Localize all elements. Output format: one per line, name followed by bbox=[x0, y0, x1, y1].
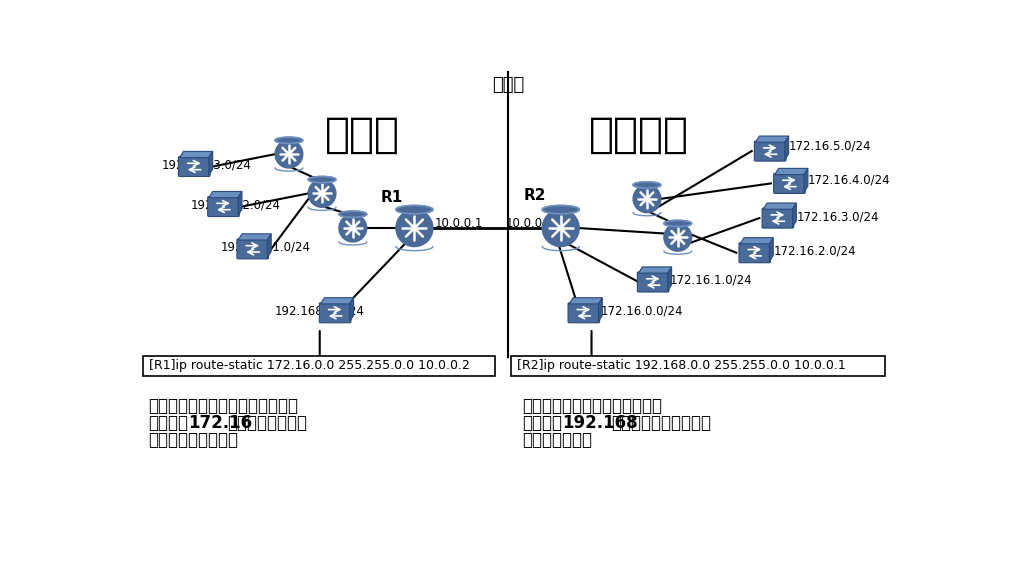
Polygon shape bbox=[804, 168, 808, 192]
Circle shape bbox=[633, 185, 661, 213]
Text: 172.16: 172.16 bbox=[188, 414, 252, 432]
FancyBboxPatch shape bbox=[511, 356, 885, 376]
Ellipse shape bbox=[308, 177, 336, 183]
Text: 北京市: 北京市 bbox=[325, 114, 400, 156]
Text: R2: R2 bbox=[523, 188, 546, 203]
Text: 到北京市的网络汇总成一条路由: 到北京市的网络汇总成一条路由 bbox=[522, 397, 662, 415]
Text: 192.168.2.0/24: 192.168.2.0/24 bbox=[191, 199, 281, 212]
Text: [R1]ip route-static 172.16.0.0 255.255.0.0 10.0.0.2: [R1]ip route-static 172.16.0.0 255.255.0… bbox=[149, 359, 470, 372]
Text: 到石家庄市的网络汇总成一条路由: 到石家庄市的网络汇总成一条路由 bbox=[148, 397, 298, 415]
Text: 192.168.0.0/24: 192.168.0.0/24 bbox=[276, 305, 365, 318]
Text: R1: R1 bbox=[380, 190, 402, 205]
Text: 172.16.4.0/24: 172.16.4.0/24 bbox=[808, 174, 890, 187]
Text: 192.168.3.0/24: 192.168.3.0/24 bbox=[161, 158, 252, 171]
Polygon shape bbox=[740, 238, 773, 244]
Polygon shape bbox=[763, 203, 797, 209]
Text: 172.16.1.0/24: 172.16.1.0/24 bbox=[670, 274, 752, 287]
Polygon shape bbox=[209, 191, 242, 198]
Text: 192.168: 192.168 bbox=[562, 414, 638, 432]
Circle shape bbox=[276, 140, 303, 168]
Text: 开头网络进行了合并，: 开头网络进行了合并， bbox=[611, 414, 710, 432]
Ellipse shape bbox=[542, 205, 579, 214]
Text: 10.0.0.1: 10.0.0.1 bbox=[435, 217, 483, 230]
Polygon shape bbox=[180, 152, 213, 157]
Polygon shape bbox=[775, 168, 808, 174]
Ellipse shape bbox=[339, 211, 367, 217]
Polygon shape bbox=[769, 238, 773, 261]
FancyBboxPatch shape bbox=[179, 156, 210, 177]
Circle shape bbox=[339, 214, 367, 242]
Ellipse shape bbox=[276, 137, 303, 143]
FancyBboxPatch shape bbox=[755, 141, 786, 161]
Text: 192.168.1.0/24: 192.168.1.0/24 bbox=[220, 241, 310, 254]
Text: 172.16.3.0/24: 172.16.3.0/24 bbox=[797, 210, 879, 223]
FancyBboxPatch shape bbox=[236, 239, 268, 259]
FancyBboxPatch shape bbox=[208, 196, 240, 217]
Text: 172.16.5.0/24: 172.16.5.0/24 bbox=[788, 140, 871, 153]
Circle shape bbox=[542, 209, 579, 247]
Circle shape bbox=[308, 179, 336, 207]
Polygon shape bbox=[598, 298, 602, 321]
Polygon shape bbox=[321, 298, 354, 304]
Polygon shape bbox=[793, 203, 797, 227]
Text: 并，汇总成一条路由: 并，汇总成一条路由 bbox=[148, 431, 238, 449]
FancyBboxPatch shape bbox=[739, 243, 771, 263]
Polygon shape bbox=[350, 298, 354, 321]
FancyBboxPatch shape bbox=[568, 303, 599, 323]
Polygon shape bbox=[238, 191, 242, 216]
Text: 汇总成一条路由: 汇总成一条路由 bbox=[522, 431, 592, 449]
Text: 172.16.0.0/24: 172.16.0.0/24 bbox=[600, 305, 684, 318]
Ellipse shape bbox=[396, 205, 433, 214]
Polygon shape bbox=[570, 298, 602, 304]
FancyBboxPatch shape bbox=[774, 173, 805, 194]
Text: 将全部以: 将全部以 bbox=[148, 414, 188, 432]
Polygon shape bbox=[638, 267, 671, 273]
FancyBboxPatch shape bbox=[320, 303, 351, 323]
Polygon shape bbox=[784, 136, 788, 160]
FancyBboxPatch shape bbox=[143, 356, 495, 376]
Text: [R2]ip route-static 192.168.0.0 255.255.0.0 10.0.0.1: [R2]ip route-static 192.168.0.0 255.255.… bbox=[517, 359, 846, 372]
Ellipse shape bbox=[664, 220, 692, 226]
Polygon shape bbox=[756, 136, 788, 142]
FancyBboxPatch shape bbox=[637, 272, 669, 292]
Polygon shape bbox=[209, 152, 213, 175]
FancyBboxPatch shape bbox=[762, 208, 794, 228]
Ellipse shape bbox=[633, 182, 661, 188]
Text: 开头网络进行了合: 开头网络进行了合 bbox=[227, 414, 307, 432]
Text: 石家庄市: 石家庄市 bbox=[589, 114, 689, 156]
Circle shape bbox=[396, 209, 433, 247]
Polygon shape bbox=[238, 234, 271, 240]
Text: 10.0.0.2: 10.0.0.2 bbox=[506, 217, 554, 230]
Text: 172.16.2.0/24: 172.16.2.0/24 bbox=[773, 245, 856, 258]
Polygon shape bbox=[267, 234, 271, 258]
Text: 将全部以: 将全部以 bbox=[522, 414, 562, 432]
Circle shape bbox=[664, 224, 692, 251]
Polygon shape bbox=[668, 267, 671, 291]
Text: 边界线: 边界线 bbox=[492, 76, 524, 93]
